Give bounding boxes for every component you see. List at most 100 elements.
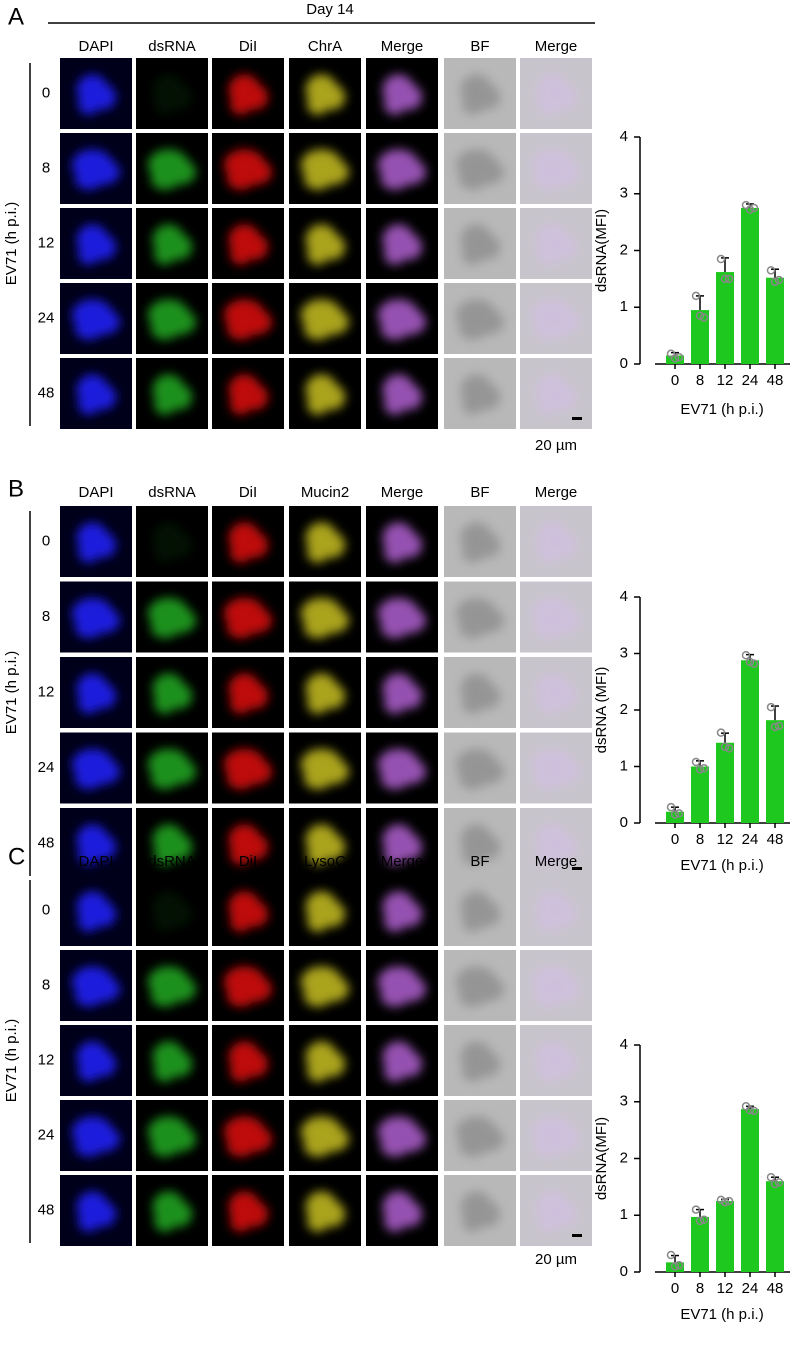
data-point [749,659,759,668]
x-tick-label: 48 [767,831,784,848]
bar [716,1201,734,1272]
signal-blob [78,541,100,563]
y-tick-label: 2 [620,1149,628,1166]
signal-blob [226,617,255,639]
x-tick-label: 0 [671,372,679,389]
x-axis-label: EV71 (h p.i.) [680,401,763,418]
cell-signal [536,374,577,415]
cell-signal [536,1041,577,1082]
cell-signal [152,1191,193,1232]
signal-blob [78,93,100,115]
bar [716,272,734,364]
cell-signal [305,824,346,865]
cell-signal [147,149,197,190]
cell-signal [455,748,505,790]
cell-signal [377,299,427,340]
signal-blob [384,1060,406,1082]
row-axis-label: EV71 (h p.i.) [3,202,20,285]
signal-blob [458,168,487,190]
data-point [741,200,751,210]
cell-signal [300,966,350,1007]
cell-signal [71,1116,121,1157]
cell-signal [228,522,269,563]
signal-blob [538,541,560,563]
cell-signal [305,74,346,115]
signal-blob [458,985,487,1007]
cell-signal [228,1041,269,1082]
y-tick-label: 0 [620,1263,628,1280]
signal-blob [462,1060,484,1082]
cell-signal [460,824,501,865]
column-label: Merge [535,853,578,870]
data-point [724,274,734,284]
cell-signal [228,673,269,714]
data-point [766,266,776,275]
signal-blob [150,617,179,639]
column-label: dsRNA [148,853,196,870]
cell-signal [460,1041,501,1082]
signal-blob [230,843,252,865]
cell-signal [300,597,350,639]
x-tick-label: 8 [696,372,704,389]
column-label: DiI [239,38,257,55]
signal-blob [154,1060,176,1082]
x-tick-label: 0 [671,1280,679,1297]
signal-blob [78,393,100,415]
row-label: 12 [38,234,55,251]
signal-blob [78,910,100,932]
cell-signal [531,597,581,639]
bar [666,1262,684,1272]
data-point [724,1196,734,1206]
signal-blob [230,393,252,415]
signal-blob [462,393,484,415]
cell-signal [76,891,117,932]
cell-signal [536,824,577,865]
signal-blob [78,243,100,265]
signal-blob [538,243,560,265]
cell-signal [300,1116,350,1157]
data-point [720,274,730,284]
signal-blob [154,393,176,415]
data-point [745,205,755,214]
data-point [741,650,751,660]
data-point [666,802,676,812]
signal-blob [534,768,563,790]
signal-blob [230,1060,252,1082]
cell-signal [76,224,117,265]
signal-blob [303,617,332,639]
panel-letter: B [8,475,24,502]
cell-signal [228,891,269,932]
row-label: 12 [38,683,55,700]
scale-label: 20 µm [535,437,577,454]
signal-blob [538,692,560,714]
column-label: Mucin2 [301,484,349,501]
cell-signal [300,748,350,790]
cell-signal [531,299,581,340]
y-tick-label: 2 [620,241,628,258]
bar [766,720,784,823]
signal-blob [458,617,487,639]
y-axis-label: dsRNA(MFI) [593,209,610,292]
cell-signal [536,673,577,714]
signal-blob [384,93,406,115]
signal-blob [307,1210,329,1232]
panel-header: Day 14 [306,1,354,18]
signal-blob [380,768,409,790]
cell-signal [531,966,581,1007]
y-tick-label: 4 [620,588,628,605]
column-label: BF [470,853,489,870]
cell-signal [382,673,423,714]
signal-blob [384,692,406,714]
signal-blob [150,985,179,1007]
signal-blob [534,1135,563,1157]
signal-blob [230,541,252,563]
row-label: 48 [38,1201,55,1218]
y-tick-label: 0 [620,814,628,831]
signal-blob [380,1135,409,1157]
cell-signal [460,1191,501,1232]
signal-blob [307,541,329,563]
signal-blob [154,910,176,932]
cell-signal [152,74,193,115]
signal-blob [78,843,100,865]
cell-signal [223,748,273,790]
